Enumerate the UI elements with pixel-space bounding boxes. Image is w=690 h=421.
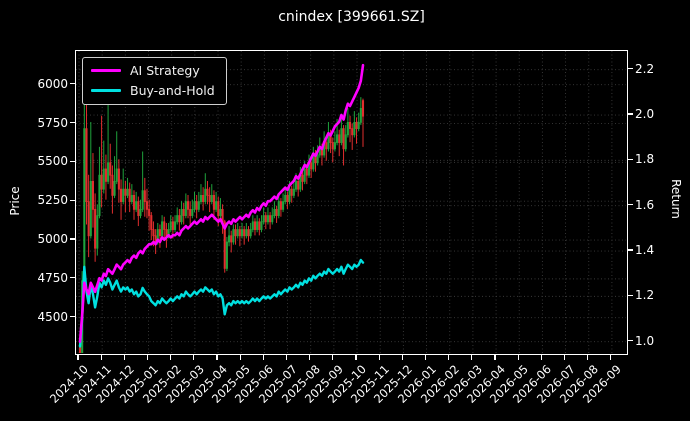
return-tick-label: 1.6: [635, 197, 655, 212]
x-tick-mark: [563, 355, 566, 360]
buy-and-hold-line-swatch: [91, 89, 121, 92]
x-tick-mark: [170, 355, 172, 360]
price-tick-mark: [70, 83, 75, 85]
x-tick-mark: [77, 355, 79, 360]
x-tick-mark: [355, 355, 357, 360]
price-tick-label: 5500: [37, 154, 68, 169]
price-tick-label: 5000: [37, 232, 68, 247]
return-tick-mark: [628, 158, 633, 160]
x-tick-mark: [378, 355, 380, 360]
x-tick-mark: [424, 355, 427, 360]
return-tick-label: 1.2: [635, 288, 655, 303]
return-tick-label: 1.8: [635, 152, 655, 167]
price-tick-label: 6000: [37, 76, 68, 91]
legend-item-ai-strategy: AI Strategy: [91, 63, 215, 78]
ai-strategy-line-swatch: [91, 69, 121, 72]
x-tick-mark: [401, 355, 403, 360]
price-tick-label: 4750: [37, 270, 68, 285]
x-tick-mark: [448, 355, 450, 360]
x-tick-mark: [262, 355, 264, 360]
price-tick-label: 4500: [37, 309, 68, 324]
price-tick-mark: [70, 121, 75, 124]
chart-canvas: [76, 51, 626, 353]
x-tick-mark: [540, 355, 542, 360]
x-tick-mark: [100, 355, 102, 360]
x-tick-mark: [146, 355, 149, 360]
x-tick-mark: [332, 355, 334, 360]
legend-item-buy-and-hold: Buy-and-Hold: [91, 83, 215, 98]
price-axis-label: Price: [8, 186, 22, 216]
plot-area: [75, 50, 628, 355]
x-tick-mark: [471, 355, 473, 360]
price-tick-mark: [70, 316, 75, 318]
price-tick-mark: [70, 238, 75, 240]
price-tick-label: 5750: [37, 115, 68, 130]
price-tick-label: 5250: [37, 193, 68, 208]
x-tick-mark: [239, 355, 241, 360]
chart-title: cnindex [399661.SZ]: [278, 9, 425, 25]
x-tick-mark: [216, 355, 218, 360]
x-tick-mark: [587, 355, 589, 360]
return-tick-label: 2.2: [635, 61, 655, 76]
return-tick-mark: [628, 249, 633, 251]
return-tick-label: 2.0: [635, 107, 655, 122]
buy-and-hold-line: [78, 258, 365, 348]
return-tick-label: 1.0: [635, 333, 655, 348]
ai-strategy-line: [78, 63, 365, 344]
x-tick-mark: [123, 355, 125, 360]
x-tick-mark: [494, 355, 496, 360]
price-tick-mark: [70, 199, 75, 201]
legend-label-buy-and-hold: Buy-and-Hold: [130, 83, 215, 98]
x-tick-mark: [517, 355, 519, 360]
price-tick-mark: [70, 160, 75, 162]
return-tick-mark: [628, 340, 633, 342]
x-tick-mark: [193, 355, 195, 360]
return-tick-mark: [628, 113, 633, 115]
x-tick-mark: [309, 355, 311, 360]
return-tick-label: 1.4: [635, 243, 655, 258]
legend-label-ai-strategy: AI Strategy: [130, 63, 200, 78]
return-tick-mark: [628, 294, 633, 296]
x-tick-mark: [285, 355, 288, 360]
return-tick-mark: [628, 204, 633, 206]
return-tick-mark: [628, 68, 633, 70]
x-tick-mark: [610, 355, 612, 360]
return-axis-label: Return: [669, 179, 683, 219]
legend: AI Strategy Buy-and-Hold: [82, 57, 227, 105]
price-tick-mark: [70, 277, 75, 279]
